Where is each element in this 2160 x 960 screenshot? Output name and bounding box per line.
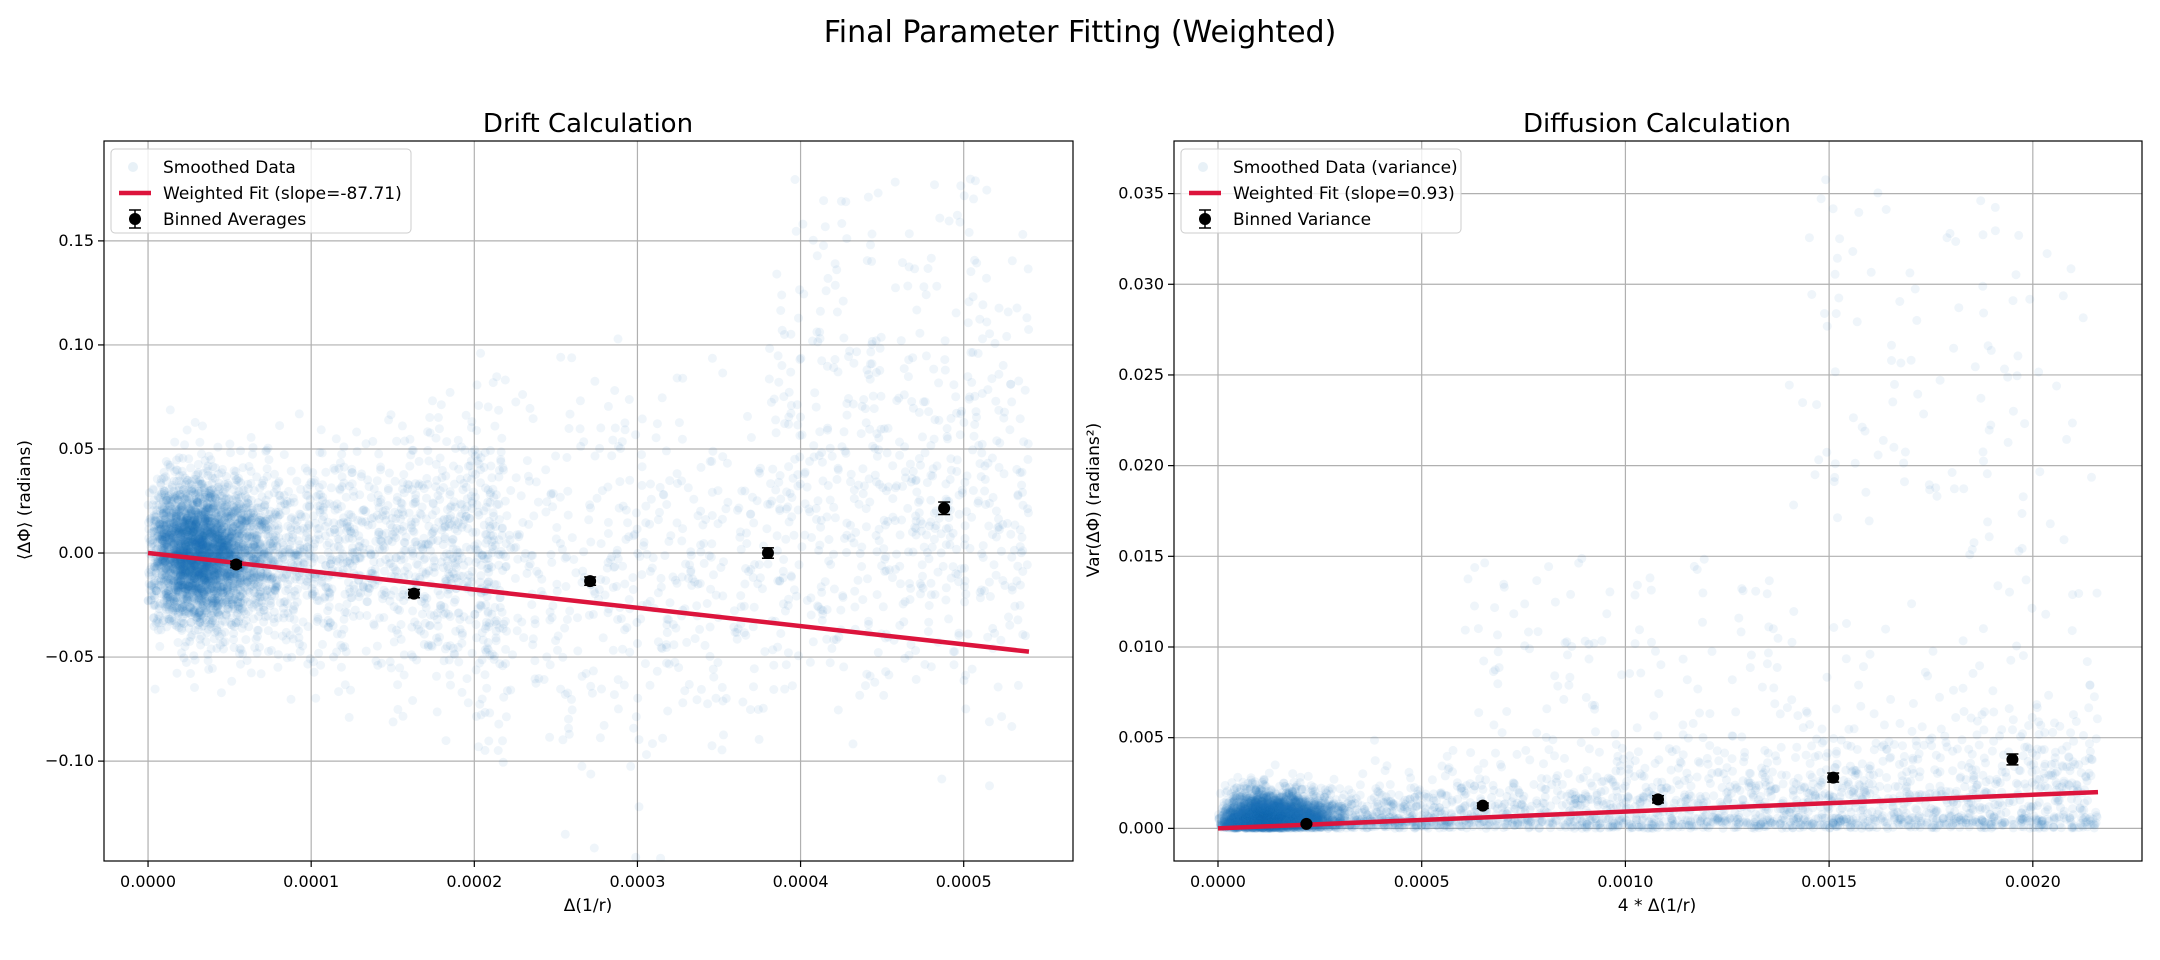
diffusion-legend-label: Weighted Fit (slope=0.93) — [1233, 184, 1455, 204]
drift-scatter-cloud — [143, 174, 1034, 861]
diffusion-legend-label: Smoothed Data (variance) — [1233, 158, 1458, 178]
drift-binned-point — [584, 575, 597, 588]
diffusion-binned-point — [1476, 799, 1489, 812]
drift-legend-label: Weighted Fit (slope=-87.71) — [163, 184, 402, 204]
drift-y-tick-label: −0.05 — [45, 647, 94, 666]
drift-y-axis-label: ⟨ΔΦ⟩ (radians) — [15, 440, 35, 560]
drift-x-tick-label: 0.0001 — [283, 872, 339, 891]
drift-x-tick-label: 0.0004 — [773, 872, 829, 891]
diffusion-x-tick-label: 0.0005 — [1394, 872, 1450, 891]
diffusion-binned-point — [1300, 817, 1313, 830]
diffusion-scatter-cloud — [1214, 175, 2102, 833]
drift-binned-point — [938, 501, 951, 516]
diffusion-legend-box — [1180, 148, 1462, 234]
drift-binned-point — [407, 587, 420, 600]
diffusion-y-tick-label: 0.000 — [1118, 818, 1164, 837]
drift-legend-box — [110, 148, 412, 234]
diffusion-y-tick-label: 0.025 — [1118, 365, 1164, 384]
drift-panel: Drift Calculation Δ(1/r) ⟨ΔΦ⟩ (radians) … — [15, 109, 1074, 916]
diffusion-y-axis-label: Var(ΔΦ) (radians²) — [1084, 423, 1104, 577]
drift-axes-frame — [103, 140, 1074, 862]
diffusion-binned-point — [1652, 793, 1664, 806]
diffusion-binned-point — [1827, 771, 1840, 784]
drift-legend-binned-swatch — [129, 209, 141, 229]
diffusion-y-tick-label: 0.005 — [1118, 728, 1164, 747]
drift-y-tick-label: 0.10 — [58, 335, 94, 354]
diffusion-x-axis-label: 4 * Δ(1/r) — [1618, 896, 1697, 916]
drift-y-tick-label: 0.00 — [58, 543, 94, 562]
diffusion-y-tick-label: 0.035 — [1118, 184, 1164, 203]
diffusion-y-tick-label: 0.010 — [1118, 637, 1164, 656]
drift-y-tick-label: 0.05 — [58, 439, 94, 458]
drift-legend-label: Smoothed Data — [163, 158, 296, 178]
diffusion-y-tick-label: 0.020 — [1118, 456, 1164, 475]
drift-legend-scatter-swatch — [128, 162, 138, 172]
diffusion-legend: Smoothed Data (variance) Weighted Fit (sl… — [1180, 148, 1462, 234]
diffusion-panel-title: Diffusion Calculation — [1523, 109, 1791, 139]
diffusion-panel: Diffusion Calculation 4 * Δ(1/r) Var(ΔΦ)… — [1084, 109, 2143, 916]
diffusion-x-tick-label: 0.0020 — [2005, 872, 2061, 891]
diffusion-y-tick-label: 0.015 — [1118, 546, 1164, 565]
diffusion-x-tick-label: 0.0015 — [1801, 872, 1857, 891]
drift-binned-point — [761, 547, 774, 560]
drift-x-tick-label: 0.0002 — [446, 872, 502, 891]
drift-binned-point — [230, 558, 243, 571]
drift-legend-label: Binned Averages — [163, 210, 306, 230]
drift-panel-title: Drift Calculation — [483, 109, 693, 139]
drift-y-tick-label: 0.15 — [58, 231, 94, 250]
drift-x-tick-label: 0.0005 — [936, 872, 992, 891]
drift-x-axis-label: Δ(1/r) — [564, 896, 612, 916]
diffusion-x-tick-label: 0.0000 — [1190, 872, 1246, 891]
diffusion-legend-binned-swatch — [1199, 209, 1211, 229]
figure-suptitle: Final Parameter Fitting (Weighted) — [824, 15, 1337, 50]
diffusion-x-tick-label: 0.0010 — [1597, 872, 1653, 891]
diffusion-legend-scatter-swatch — [1198, 162, 1208, 172]
drift-legend: Smoothed Data Weighted Fit (slope=-87.71)… — [110, 148, 412, 234]
drift-y-tick-label: −0.10 — [45, 751, 94, 770]
drift-fit-line — [147, 550, 1030, 654]
diffusion-fit-line — [1217, 789, 2099, 831]
drift-x-tick-label: 0.0000 — [120, 872, 176, 891]
drift-x-tick-label: 0.0003 — [609, 872, 665, 891]
diffusion-legend-label: Binned Variance — [1233, 210, 1371, 230]
diffusion-axes-frame — [1173, 140, 2143, 862]
diffusion-y-tick-label: 0.030 — [1118, 274, 1164, 293]
diffusion-binned-point — [2006, 753, 2019, 766]
